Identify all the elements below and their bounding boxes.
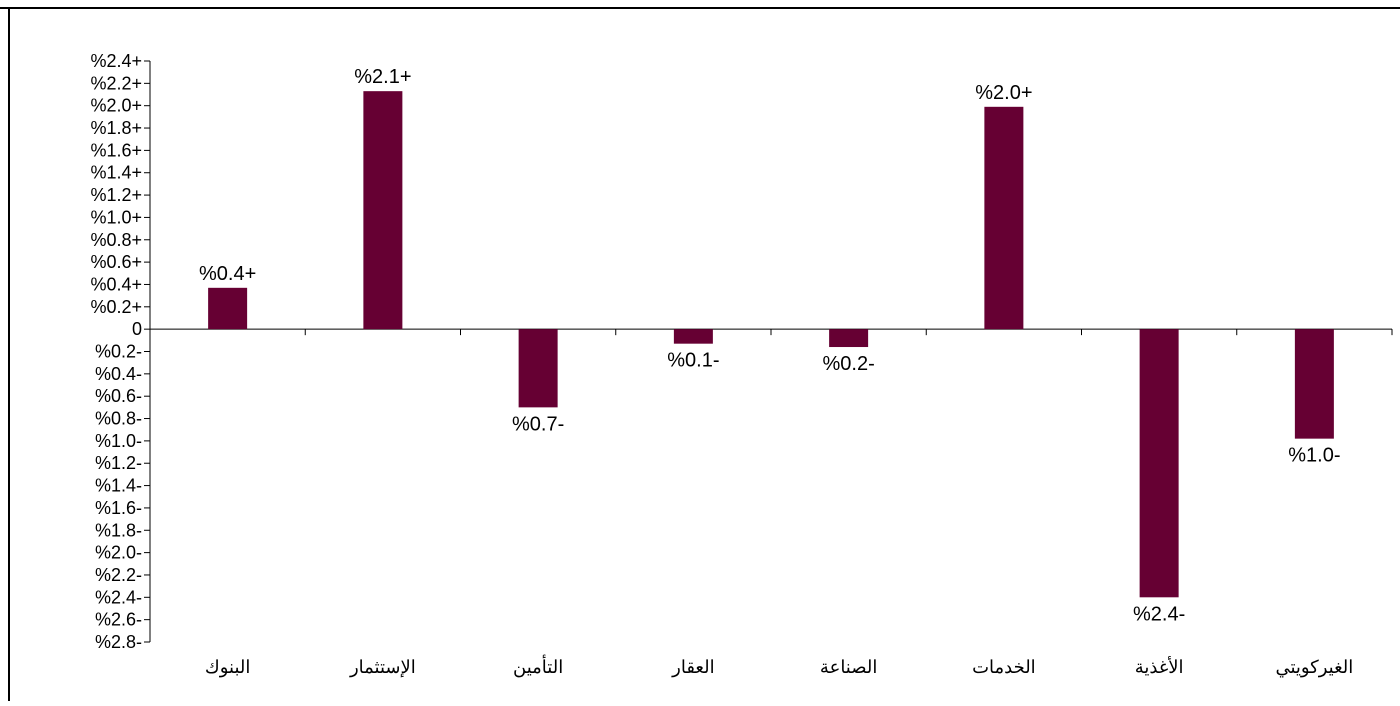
category-label: العقار bbox=[671, 657, 714, 678]
bar bbox=[208, 287, 248, 330]
y-tick-label: %0.2+ bbox=[90, 297, 142, 317]
data-label: %0.1- bbox=[667, 350, 719, 372]
y-tick-label: %0.2- bbox=[95, 342, 142, 362]
category-label: الإستثمار bbox=[349, 657, 416, 678]
y-tick-label: %1.6- bbox=[95, 498, 142, 518]
y-tick-label: %2.0+ bbox=[90, 96, 142, 116]
y-tick-label: %2.2- bbox=[95, 565, 142, 585]
y-tick-label: 0 bbox=[132, 319, 142, 339]
category-labels: البنوك الإستثمار التأمين العقار الصناعة الخدم… bbox=[205, 654, 1353, 678]
y-tick-label: %0.6- bbox=[95, 386, 142, 406]
data-label: %2.0+ bbox=[975, 82, 1032, 104]
data-label: %0.2- bbox=[823, 353, 875, 375]
y-tick-label: %0.4+ bbox=[90, 274, 142, 294]
category-label: الأغذية bbox=[1135, 655, 1184, 677]
data-label: %0.7- bbox=[512, 413, 564, 435]
bar bbox=[1139, 329, 1179, 598]
y-tick-label: %2.6- bbox=[95, 610, 142, 630]
y-tick-label: %1.4- bbox=[95, 476, 142, 496]
bar bbox=[1294, 329, 1334, 439]
bars bbox=[208, 91, 1334, 598]
data-label: %1.0- bbox=[1288, 445, 1340, 467]
category-label: الصناعة bbox=[820, 657, 877, 677]
data-label: %0.4+ bbox=[199, 263, 256, 285]
y-tick-label: %1.0- bbox=[95, 431, 142, 451]
y-tick-label: %0.8- bbox=[95, 409, 142, 429]
y-tick-label: %2.8- bbox=[95, 632, 142, 652]
y-tick-label: %1.8+ bbox=[90, 118, 142, 138]
y-tick-label: %2.0- bbox=[95, 543, 142, 563]
bar bbox=[984, 106, 1024, 330]
bar bbox=[518, 329, 558, 408]
y-tick-label: %0.4- bbox=[95, 364, 142, 384]
y-tick-label: %2.2+ bbox=[90, 73, 142, 93]
category-label: الخدمات bbox=[972, 657, 1036, 677]
y-tick-label: %0.8+ bbox=[90, 230, 142, 250]
y-tick-label: %0.6+ bbox=[90, 252, 142, 272]
bar bbox=[363, 91, 403, 330]
y-tick-label: %1.0+ bbox=[90, 207, 142, 227]
y-tick-label: %1.4+ bbox=[90, 163, 142, 183]
y-tick-label: %1.8- bbox=[95, 520, 142, 540]
category-label: التأمين bbox=[513, 654, 563, 678]
bar bbox=[829, 329, 869, 348]
category-label: الغيركويتي bbox=[1275, 657, 1353, 678]
y-axis: %2.4+%2.2+ %2.0+%1.8+%1.6+ %1.4+%1.2+%1.0+… bbox=[90, 51, 151, 652]
x-axis bbox=[149, 328, 1393, 336]
data-label: %2.4- bbox=[1133, 603, 1185, 625]
category-label: البنوك bbox=[205, 657, 250, 678]
data-labels: %0.4+ %2.1+ %0.7- %0.1- %0.2- %2.0+ %2.4- %1.0- bbox=[199, 66, 1341, 625]
y-tick-label: %1.6+ bbox=[90, 140, 142, 160]
y-tick-label: %1.2- bbox=[95, 453, 142, 473]
data-label: %2.1+ bbox=[354, 66, 411, 88]
bar bbox=[673, 329, 713, 344]
y-tick-label: %1.2+ bbox=[90, 185, 142, 205]
y-tick-label: %2.4+ bbox=[90, 51, 142, 71]
y-tick-label: %2.4- bbox=[95, 587, 142, 607]
